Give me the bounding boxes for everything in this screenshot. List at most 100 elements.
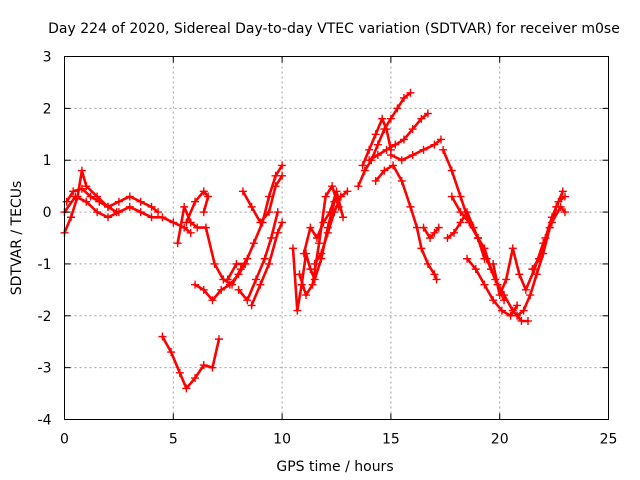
- data-point: [317, 249, 326, 258]
- data-point: [419, 223, 428, 232]
- data-point: [365, 145, 374, 154]
- series-line: [367, 112, 430, 162]
- data-point: [434, 223, 443, 232]
- data-point: [443, 234, 452, 242]
- data-point: [554, 197, 563, 206]
- data-point: [95, 197, 104, 206]
- series-line: [237, 210, 280, 302]
- data-point: [306, 223, 315, 232]
- series-track-2: [60, 192, 195, 237]
- data-point: [378, 114, 387, 123]
- data-point: [69, 187, 78, 196]
- data-point: [265, 259, 274, 268]
- data-point: [382, 125, 391, 134]
- data-point: [208, 296, 217, 305]
- data-point: [408, 125, 417, 134]
- data-point: [343, 187, 352, 196]
- series-line: [422, 226, 441, 240]
- data-point: [393, 104, 402, 113]
- series-track-13: [295, 182, 343, 300]
- series-line: [491, 205, 567, 297]
- series-track-1: [60, 166, 163, 237]
- data-point: [208, 363, 217, 372]
- data-point: [214, 335, 223, 344]
- data-point: [182, 384, 191, 393]
- data-point: [173, 239, 182, 248]
- data-point: [136, 197, 145, 206]
- data-point: [158, 332, 167, 341]
- data-point: [67, 213, 76, 222]
- data-point: [519, 306, 528, 315]
- data-point: [417, 244, 426, 253]
- data-point: [397, 176, 406, 185]
- y-tick-label: 1: [43, 153, 52, 169]
- data-point: [147, 213, 156, 222]
- series-track-4: [158, 332, 223, 393]
- data-point: [169, 218, 178, 227]
- data-point: [201, 223, 210, 232]
- series-track-25: [463, 254, 522, 320]
- series-track-8: [223, 161, 287, 284]
- data-point: [271, 182, 280, 191]
- series-track-11: [247, 218, 287, 310]
- y-axis-label: SDTVAR / TECUs: [9, 181, 25, 296]
- data-point: [310, 259, 319, 268]
- data-point: [397, 156, 406, 165]
- data-point: [426, 234, 435, 242]
- data-point: [463, 254, 472, 263]
- data-point: [299, 249, 308, 258]
- data-point: [247, 301, 256, 310]
- data-point: [489, 296, 498, 305]
- data-point: [328, 182, 337, 191]
- data-point: [193, 223, 202, 232]
- axis-ticks: 0 5 10 15 20 25 -4 -3 -2 -1 0 1 2 3: [38, 50, 618, 448]
- data-point: [295, 270, 304, 279]
- data-point: [373, 151, 382, 160]
- data-point: [339, 213, 348, 222]
- data-point: [450, 228, 459, 237]
- x-tick-label: 10: [273, 432, 291, 448]
- data-point: [199, 208, 208, 217]
- series-line: [374, 164, 438, 281]
- data-point: [125, 202, 134, 211]
- data-point: [423, 259, 432, 268]
- data-point: [278, 161, 287, 170]
- data-point: [360, 166, 369, 175]
- data-point: [267, 234, 276, 242]
- data-point: [225, 280, 234, 289]
- data-point: [528, 265, 537, 274]
- x-tick-label: 15: [382, 432, 400, 448]
- data-point: [526, 291, 535, 300]
- data-point: [223, 275, 232, 284]
- data-point: [560, 192, 569, 201]
- data-point: [373, 140, 382, 149]
- data-point: [293, 306, 302, 315]
- data-point: [382, 145, 391, 154]
- x-axis-label: GPS time / hours: [276, 459, 393, 475]
- data-point: [191, 197, 200, 206]
- data-point: [473, 234, 482, 242]
- data-point: [447, 166, 456, 175]
- data-point: [182, 218, 191, 227]
- data-point: [386, 114, 395, 123]
- data-point: [93, 208, 102, 217]
- data-point: [465, 218, 474, 227]
- data-point: [175, 368, 184, 377]
- data-point: [419, 145, 428, 154]
- data-point: [489, 259, 498, 268]
- series-track-5: [173, 202, 252, 289]
- data-point: [256, 280, 265, 289]
- series-track-19: [371, 161, 441, 284]
- series-track-14: [299, 187, 348, 258]
- data-point: [456, 218, 465, 227]
- data-point: [456, 208, 465, 217]
- data-point: [256, 218, 265, 227]
- series-track-10: [238, 171, 287, 227]
- data-point: [158, 213, 167, 222]
- data-point: [371, 130, 380, 139]
- data-point: [147, 202, 156, 211]
- x-tick-label: 25: [600, 432, 618, 448]
- series-line: [530, 195, 567, 271]
- data-point: [234, 270, 243, 279]
- data-point: [167, 348, 176, 357]
